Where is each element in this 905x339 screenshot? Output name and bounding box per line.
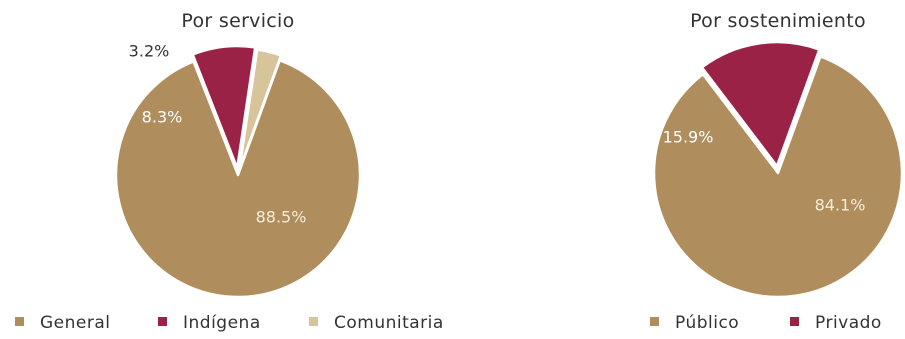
legend-swatch-comunitaria xyxy=(309,317,318,326)
legend-label-privado: Privado xyxy=(815,313,882,333)
slice-label-indigena: 8.3% xyxy=(142,108,183,127)
chart-por-sostenimiento: Por sostenimiento 84.1% 15.9% Público Priv… xyxy=(650,10,904,333)
slice-label-publico: 84.1% xyxy=(815,196,866,215)
legend-swatch-publico xyxy=(650,317,659,326)
legend-label-comunitaria: Comunitaria xyxy=(334,313,444,333)
slice-label-privado: 15.9% xyxy=(663,128,714,147)
legend-swatch-general xyxy=(15,317,24,326)
legend-label-indigena: Indígena xyxy=(183,313,261,333)
pie-slice-privado xyxy=(700,40,821,168)
legend-swatch-indigena xyxy=(158,317,167,326)
legend-item-indigena: Indígena xyxy=(158,313,261,333)
chart-title-por-servicio: Por servicio xyxy=(181,10,294,32)
pie-slice-publico xyxy=(652,55,904,299)
slice-label-general: 88.5% xyxy=(256,208,307,227)
chart-title-por-sostenimiento: Por sostenimiento xyxy=(690,10,866,32)
legend-item-publico: Público xyxy=(650,313,739,333)
pie-slice-comunitaria xyxy=(237,48,283,172)
legend-item-privado: Privado xyxy=(790,313,882,333)
pie-slice-general xyxy=(114,59,362,299)
slice-label-comunitaria: 3.2% xyxy=(129,42,170,61)
pie-slice-indigena xyxy=(191,44,257,170)
legend-swatch-privado xyxy=(790,317,799,326)
legend-item-comunitaria: Comunitaria xyxy=(309,313,444,333)
chart-por-servicio: Por servicio 88.5% 8.3% 3.2% General Indíge… xyxy=(15,10,444,333)
legend-label-general: General xyxy=(40,313,111,333)
legend-label-publico: Público xyxy=(675,313,739,333)
legend-item-general: General xyxy=(15,313,111,333)
